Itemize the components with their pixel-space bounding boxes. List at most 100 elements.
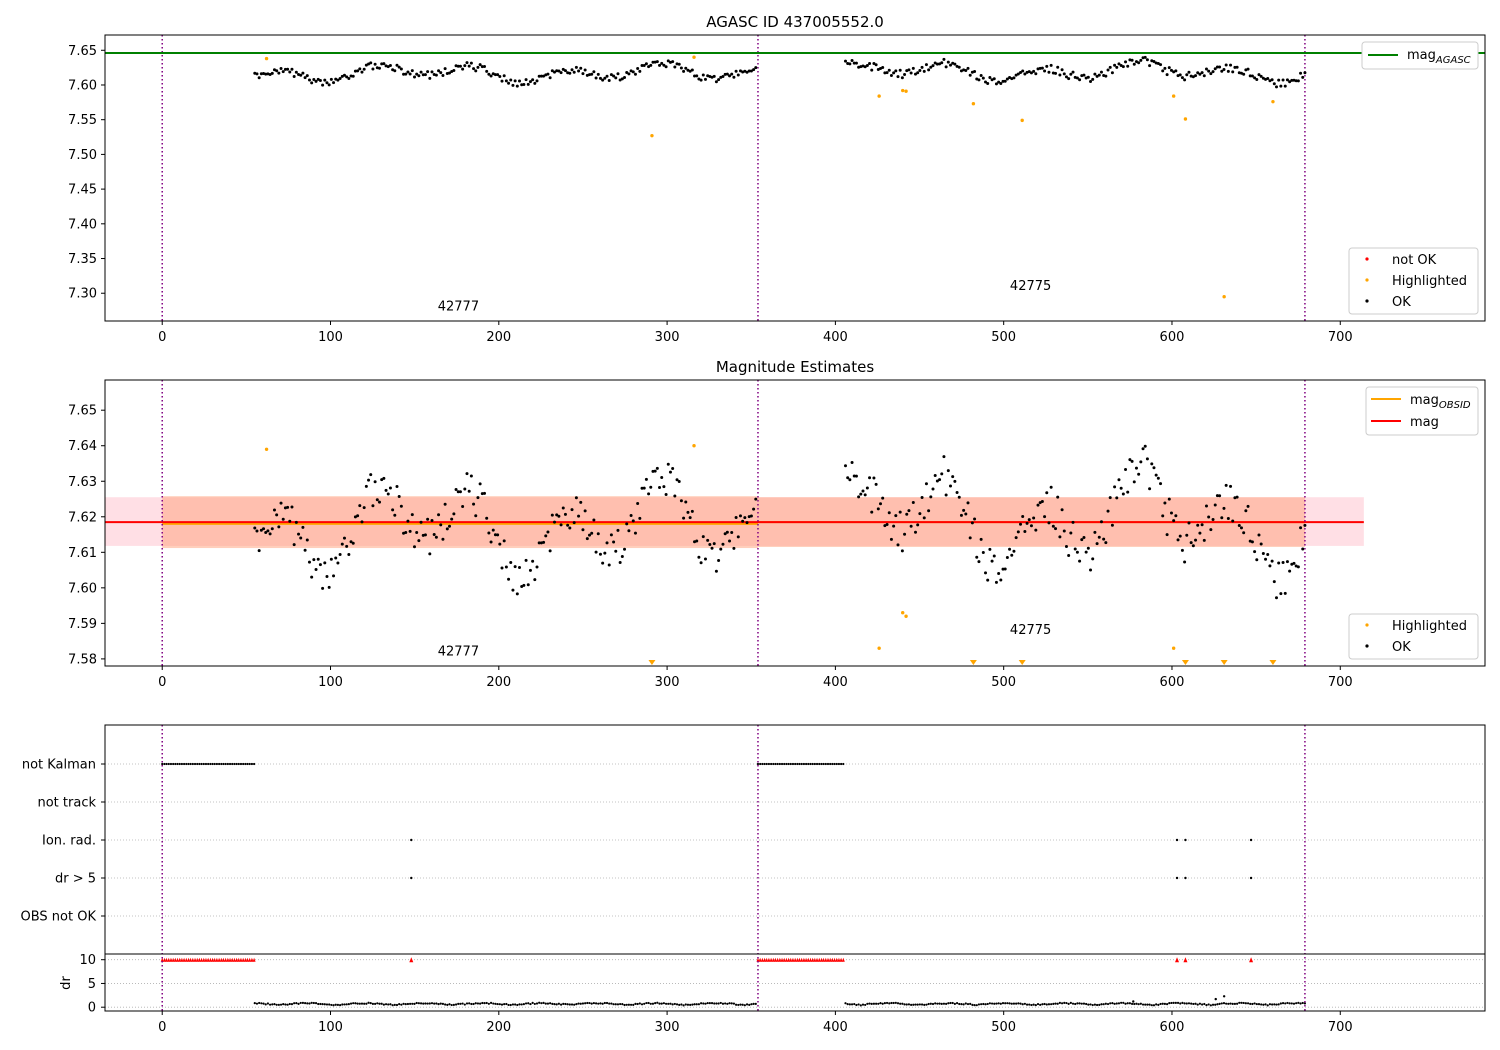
p2-ok-point bbox=[1237, 524, 1241, 528]
p3-dr-clipped-marker bbox=[197, 957, 201, 962]
p1-ok-point bbox=[397, 65, 401, 69]
p3-dr-point bbox=[877, 1002, 880, 1005]
p3-dr-point bbox=[1257, 1003, 1261, 1006]
p3-flag-point bbox=[1184, 838, 1187, 842]
p3-dr-point bbox=[702, 1002, 705, 1005]
p3-flag-point bbox=[763, 762, 766, 766]
p3-dr-point bbox=[888, 1002, 891, 1005]
p1-highlighted-point bbox=[901, 88, 905, 93]
p3-dr-point bbox=[850, 1003, 854, 1006]
p1-ok-point bbox=[1113, 63, 1117, 67]
p2-ok-point bbox=[900, 549, 904, 553]
p2-ok-point bbox=[1211, 517, 1215, 521]
p3-dr-point bbox=[605, 1001, 609, 1005]
p2-ok-point bbox=[522, 583, 526, 587]
p2-ok-point bbox=[316, 557, 320, 561]
p3-dr-point bbox=[446, 1003, 449, 1006]
p2-ok-point bbox=[876, 507, 880, 511]
p3-flag-point bbox=[224, 762, 227, 766]
p3-dr-clipped-marker bbox=[409, 957, 414, 963]
p3-dr-point bbox=[1301, 1001, 1304, 1005]
p1-ok-point bbox=[1045, 64, 1049, 68]
p1-ok-point bbox=[918, 68, 922, 72]
p2-ok-point bbox=[916, 523, 920, 527]
p1-ok-point bbox=[415, 72, 419, 76]
p2-ok-point bbox=[594, 550, 598, 554]
p1-ok-point bbox=[1253, 76, 1257, 80]
p3-flag-point bbox=[1175, 838, 1179, 842]
p3-dr-point bbox=[369, 1002, 372, 1005]
legend-label-highlighted: Highlighted bbox=[1392, 274, 1467, 289]
p3-dr-point bbox=[295, 1002, 298, 1005]
p2-ok-point bbox=[1220, 516, 1224, 520]
p3-dr-point bbox=[498, 1003, 501, 1006]
p1-ok-point bbox=[909, 71, 913, 75]
p3-flag-point bbox=[837, 762, 841, 766]
p2-ok-point bbox=[1049, 485, 1053, 489]
p1-ok-point bbox=[927, 68, 931, 72]
p3-dr-clipped-marker bbox=[824, 957, 828, 962]
p3-flag-point bbox=[237, 762, 240, 766]
p3-dr-point bbox=[354, 1002, 357, 1005]
p3-dr-point bbox=[319, 1002, 322, 1006]
p3-flag-point bbox=[187, 762, 190, 766]
p1-ok-point bbox=[286, 67, 290, 71]
p2-ok-point bbox=[286, 505, 290, 509]
p3-dr-point bbox=[544, 1002, 547, 1005]
p3-dr-point bbox=[524, 1002, 528, 1005]
p3-dr-point bbox=[1277, 1003, 1280, 1006]
p3-dr-point bbox=[566, 1003, 569, 1006]
p3-flag-point bbox=[176, 762, 179, 766]
p3-dr-outlier bbox=[1132, 1000, 1135, 1003]
p2-ok-point bbox=[266, 529, 270, 533]
p2-ok-point bbox=[1261, 551, 1265, 555]
p3-dr-point bbox=[728, 1002, 731, 1005]
p2-ok-point bbox=[493, 533, 497, 537]
p3-dr-point bbox=[969, 1002, 972, 1005]
p2-ok-point bbox=[498, 542, 502, 546]
p1-ok-point bbox=[1143, 55, 1147, 59]
p2-obs-label-42777: 42777 bbox=[438, 644, 479, 659]
p2-xtick-label-600: 600 bbox=[1160, 675, 1185, 690]
p1-ok-point bbox=[1299, 71, 1303, 75]
p3-dr-clipped-marker bbox=[182, 957, 186, 962]
p1-ok-point bbox=[1089, 79, 1093, 83]
p1-ok-point bbox=[1032, 69, 1036, 73]
p3-dr-point bbox=[579, 1002, 582, 1005]
p1-ok-point bbox=[1075, 76, 1079, 80]
p1-ok-point bbox=[377, 66, 381, 70]
p3-dr-point bbox=[643, 1002, 646, 1005]
p3-dr-point bbox=[632, 1003, 635, 1007]
p2-ok-point bbox=[454, 487, 458, 491]
p3-dr-point bbox=[645, 1001, 648, 1005]
p2-ok-point bbox=[382, 476, 386, 480]
p3-flag-point bbox=[813, 762, 816, 766]
p2-ok-point bbox=[500, 566, 504, 570]
p1-ok-point bbox=[1274, 85, 1278, 89]
p3-dr-point bbox=[1246, 1002, 1250, 1005]
p2-ok-point bbox=[918, 512, 922, 516]
p3-dr-point bbox=[365, 1002, 368, 1005]
p2-ok-point bbox=[277, 525, 281, 529]
p3-flag-point bbox=[235, 762, 238, 766]
p3-dr-point bbox=[1039, 1003, 1042, 1006]
p3-dr-point bbox=[465, 1002, 469, 1005]
p2-ok-point bbox=[518, 566, 522, 570]
p3-dr-point bbox=[1198, 1002, 1202, 1005]
p3-dr-point bbox=[1273, 1003, 1276, 1006]
p2-ok-point bbox=[1224, 483, 1228, 487]
p1-ok-point bbox=[1185, 73, 1189, 77]
p3-flag-point bbox=[767, 762, 771, 766]
p1-ok-point bbox=[1071, 70, 1075, 74]
p3-dr-point bbox=[1126, 1002, 1129, 1005]
p1-ok-point bbox=[259, 72, 263, 76]
p2-ok-point bbox=[1080, 538, 1084, 542]
p3-dr-point bbox=[1130, 1002, 1134, 1005]
p3-dr-point bbox=[435, 1002, 438, 1005]
p1-ok-point bbox=[412, 75, 416, 79]
p3-dr-point bbox=[719, 1001, 722, 1005]
p3-dr-clipped-marker bbox=[204, 957, 208, 962]
p3-dr-point bbox=[1201, 1003, 1204, 1006]
p2-ok-point bbox=[638, 516, 642, 520]
